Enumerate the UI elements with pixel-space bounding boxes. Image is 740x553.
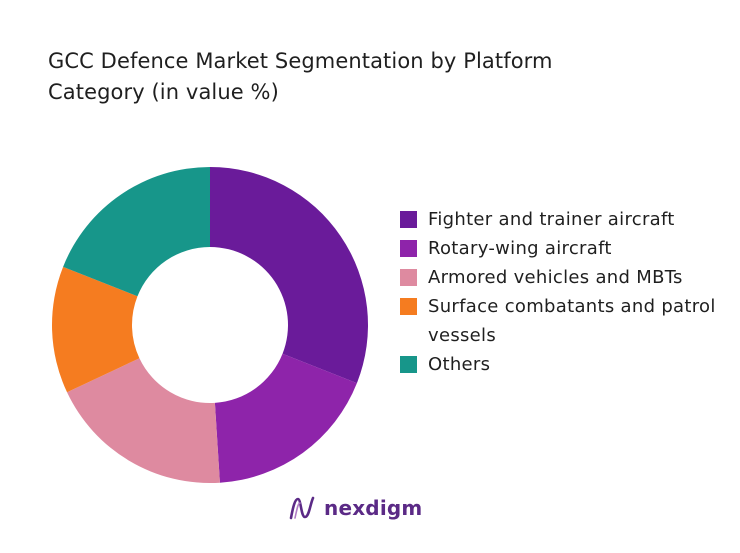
chart-title-line-2: Category (in value %) (48, 80, 279, 104)
legend-swatch (400, 356, 417, 373)
legend-label: Rotary-wing aircraft (428, 238, 612, 259)
donut-slice (210, 167, 368, 384)
legend-item: Surface combatants and patrol vessels (400, 292, 730, 350)
brand-logo: nexdigm (287, 493, 422, 523)
legend-label: Fighter and trainer aircraft (428, 209, 675, 230)
legend-swatch (400, 269, 417, 286)
legend-item: Rotary-wing aircraft (400, 234, 730, 263)
nexdigm-logo-icon (289, 496, 315, 520)
legend-item: Fighter and trainer aircraft (400, 205, 730, 234)
legend-item: Armored vehicles and MBTs (400, 263, 730, 292)
donut-slice (214, 353, 357, 483)
brand-name: nexdigm (324, 496, 423, 520)
chart-title-line-1: GCC Defence Market Segmentation by Platf… (48, 49, 553, 73)
legend-swatch (400, 211, 417, 228)
chart-title: GCC Defence Market Segmentation by Platf… (48, 46, 688, 108)
legend-item: Others (400, 350, 730, 379)
legend-label: Armored vehicles and MBTs (428, 267, 683, 288)
legend-label: Surface combatants and patrol vessels (428, 296, 716, 346)
legend-swatch (400, 298, 417, 315)
donut-slices (52, 167, 368, 483)
donut-slice (67, 358, 220, 483)
donut-slice (52, 266, 140, 393)
donut-slice (63, 167, 211, 297)
legend-label: Others (428, 354, 491, 375)
legend-swatch (400, 240, 417, 257)
chart-legend: Fighter and trainer aircraft Rotary-wing… (400, 205, 730, 379)
